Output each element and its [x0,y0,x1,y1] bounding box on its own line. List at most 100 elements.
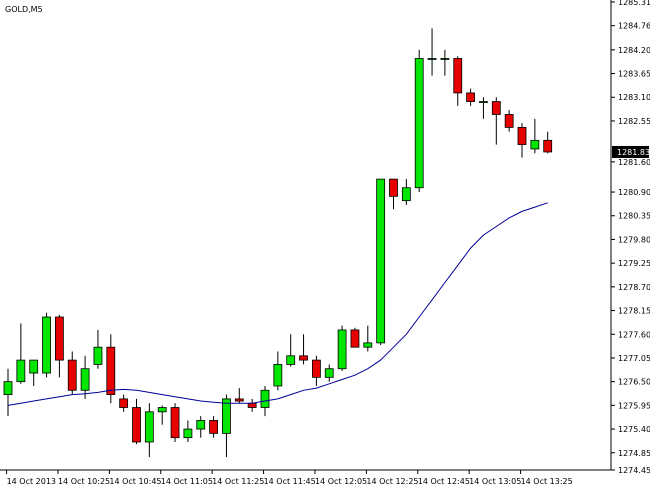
candle [157,405,167,425]
y-tick-label: 1278.70 [618,283,650,292]
price-tag-label: 1281.83 [617,148,650,157]
candle [16,323,26,384]
candle [311,355,321,386]
candle [350,327,360,348]
candle [286,334,296,367]
x-tick-label: 14 Oct 11:05 [161,477,213,486]
x-tick-label: 14 Oct 13:25 [521,477,573,486]
candle-body [479,101,488,103]
candle [401,179,411,205]
candle-body [401,187,411,202]
x-tick-label: 14 Oct 10:25 [58,477,110,486]
y-tick-label: 1284.20 [618,46,650,55]
candle [55,314,64,378]
candle-body [144,411,154,443]
axes-layer [0,0,612,471]
candle-body [80,368,90,391]
candle [3,368,13,417]
candle-body [3,381,13,395]
candle-body [157,407,167,413]
candle-body [286,355,296,365]
candle-body [119,398,129,408]
x-tick-label: 14 Oct 11:45 [264,477,316,486]
candle [543,131,553,154]
y-tick-label: 1275.95 [618,401,650,410]
candle [42,312,51,378]
candle-body [350,329,360,348]
y-tick-label: 1283.10 [618,93,650,102]
candle-body [324,368,334,378]
x-tick-label: 14 Oct 12:25 [366,477,418,486]
y-tick-label: 1279.25 [618,259,650,268]
candle-body [337,329,347,370]
candle-body [530,139,540,150]
candle-body [55,316,64,361]
candle-body [93,346,103,365]
candle [389,178,398,210]
y-tick-label: 1280.35 [618,212,650,221]
candle [247,398,257,412]
candle [80,355,90,399]
y-tick-label: 1277.60 [618,330,650,339]
candle [414,49,424,193]
candle [324,364,334,382]
y-tick-label: 1275.40 [618,425,650,434]
candle-body [427,58,437,60]
candle [491,97,501,145]
candle-body [67,359,77,391]
candle-body [260,389,270,408]
candles-layer [3,28,553,458]
x-tick-label: 14 Oct 12:05 [315,477,367,486]
candle [453,56,463,106]
moving-average-line [7,202,548,406]
candle-body [389,178,398,197]
candle-body [234,398,244,402]
candle [440,49,450,76]
y-tick-label: 1274.45 [618,466,650,475]
candle [222,394,231,458]
y-tick-label: 1284.76 [618,22,650,31]
symbol-label: GOLD,M5 [5,5,43,14]
candle [132,398,141,445]
y-tick-label: 1283.65 [618,70,650,79]
x-tick-label: 14 Oct 13:05 [469,477,521,486]
y-tick-label: 1274.85 [618,449,650,458]
candle-body [376,178,386,344]
candle-body [543,139,553,153]
candle [170,403,180,442]
candle [106,334,116,404]
current-price-tag: 1281.83 [612,145,650,158]
candle-body [414,58,424,189]
candle-body [222,398,231,434]
candle [299,334,308,365]
candle-body [440,58,450,60]
candle-body [466,92,476,102]
y-tick-label: 1281.60 [618,158,650,167]
y-axis-ticks: 1285.31 1284.76 1284.20 1283.65 1283.10 1282.… [611,0,650,475]
x-tick-label: 14 Oct 10:45 [109,477,161,486]
candle [67,351,77,395]
y-tick-label: 1278.15 [618,307,650,316]
candle [504,110,514,132]
y-tick-label: 1285.31 [618,0,650,7]
candle [466,88,476,106]
x-tick-label: 14 Oct 11:25 [212,477,264,486]
y-tick-label: 1279.80 [618,235,650,244]
candle-body [299,355,308,361]
candle-body [29,359,39,374]
candle [209,416,219,438]
candle [517,123,527,158]
candle-body [363,342,373,348]
candle [234,388,244,404]
candle [376,178,386,346]
candle [119,394,129,412]
candle-body [247,402,257,408]
candle-body [209,420,219,434]
candle [337,325,347,371]
candle [479,97,488,119]
candle [93,329,103,369]
candle-body [311,359,321,378]
x-tick-label: 14 Oct 12:45 [418,477,470,486]
candle-body [273,364,283,387]
